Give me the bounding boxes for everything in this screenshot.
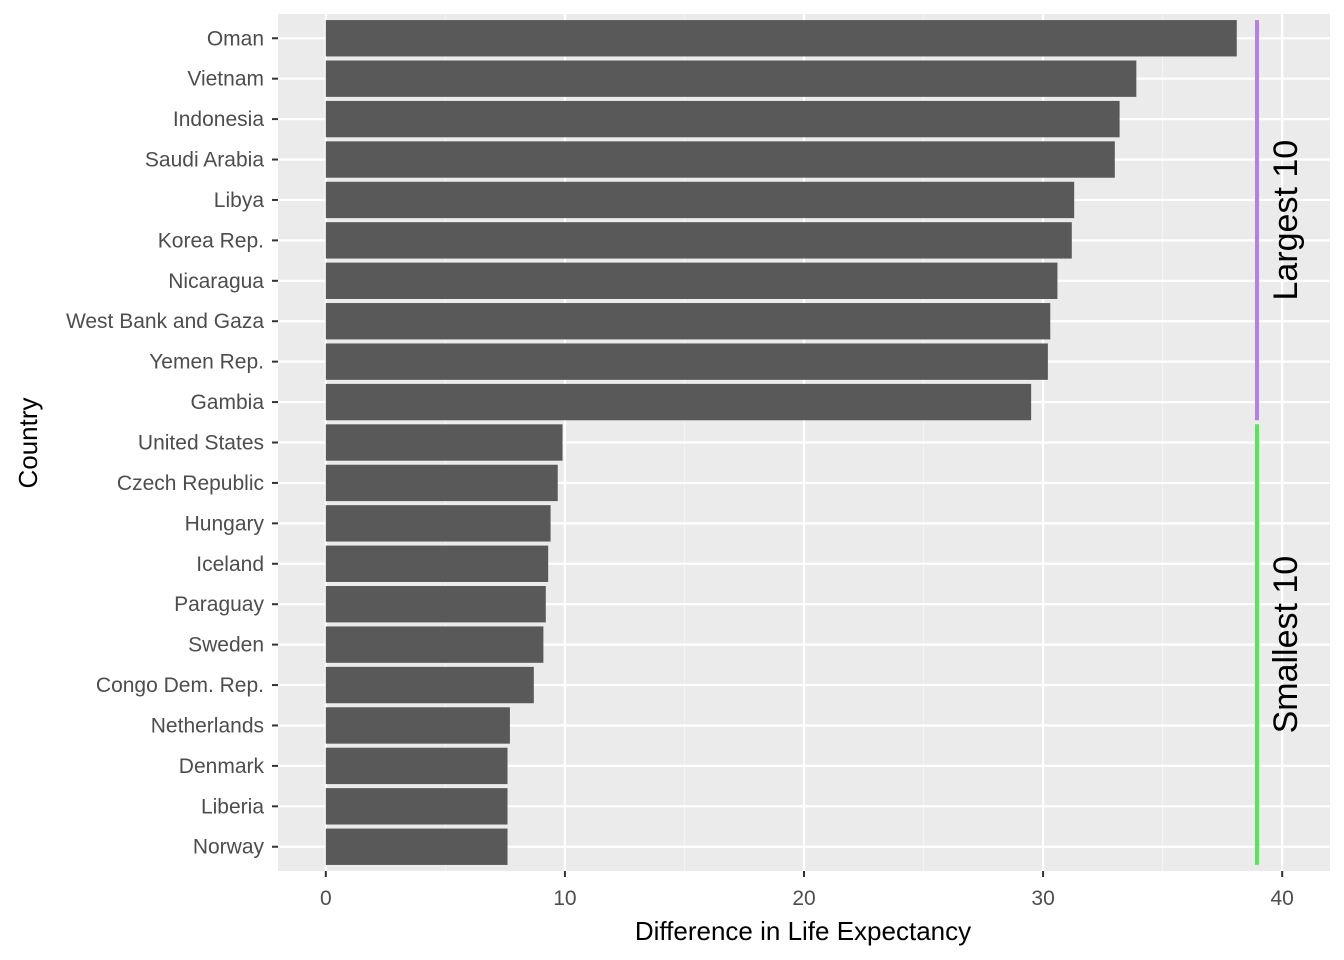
x-tick-label: 0 (320, 887, 332, 910)
bar (325, 505, 551, 542)
bars (325, 20, 1237, 865)
bar (325, 222, 1072, 259)
y-tick-label: Vietnam (187, 68, 264, 91)
bar (325, 626, 544, 663)
y-tick-label: Oman (207, 27, 264, 50)
y-tick-label: Yemen Rep. (149, 351, 264, 374)
y-axis-title: Country (13, 397, 43, 488)
x-tick-label: 40 (1271, 887, 1294, 910)
y-tick-label: Gambia (190, 391, 264, 414)
x-axis-title: Difference in Life Expectancy (635, 916, 971, 946)
y-tick-label: West Bank and Gaza (66, 310, 264, 333)
y-tick-label: Indonesia (173, 108, 264, 131)
y-tick-label: Saudi Arabia (145, 149, 264, 172)
y-tick-label: Korea Rep. (158, 229, 264, 252)
y-tick-label: Netherlands (151, 714, 264, 737)
bar (325, 828, 508, 865)
bar (325, 20, 1237, 57)
x-tick-label: 10 (553, 887, 576, 910)
x-tick-label: 20 (792, 887, 815, 910)
y-tick-label: Nicaragua (168, 270, 264, 293)
y-tick-label: Congo Dem. Rep. (96, 674, 264, 697)
y-tick-label: Libya (214, 189, 265, 212)
bar (325, 343, 1048, 380)
y-tick-label: Denmark (179, 755, 265, 778)
bar (325, 586, 546, 623)
x-tick-label: 30 (1031, 887, 1054, 910)
y-tick-label: United States (138, 432, 264, 455)
y-tick-label: Liberia (201, 795, 264, 818)
group-label: Largest 10 (1267, 140, 1305, 301)
bar (325, 666, 534, 704)
y-axis: Oman Vietnam Indonesia Saudi Arabia Libya Kor… (66, 27, 278, 859)
y-tick-label: Paraguay (174, 593, 264, 616)
bar (325, 141, 1115, 178)
bar (325, 788, 508, 825)
bar (325, 424, 563, 461)
bar (325, 707, 510, 744)
y-tick-label: Norway (193, 836, 265, 859)
bar (325, 181, 1075, 219)
y-tick-label: Czech Republic (117, 472, 264, 495)
bar (325, 464, 558, 502)
bar (325, 60, 1137, 97)
bar (325, 100, 1120, 138)
x-axis: 0 10 20 30 40 (320, 871, 1294, 910)
bar (325, 383, 1032, 421)
group-brackets: Largest 10 Smallest 10 (1255, 20, 1305, 865)
y-tick-label: Iceland (196, 553, 264, 576)
y-tick-label: Sweden (188, 634, 264, 657)
bar (325, 545, 549, 582)
bar (325, 747, 508, 785)
bar (325, 303, 1051, 340)
bar (325, 262, 1058, 299)
y-tick-label: Hungary (185, 512, 265, 535)
group-label: Smallest 10 (1267, 556, 1305, 734)
